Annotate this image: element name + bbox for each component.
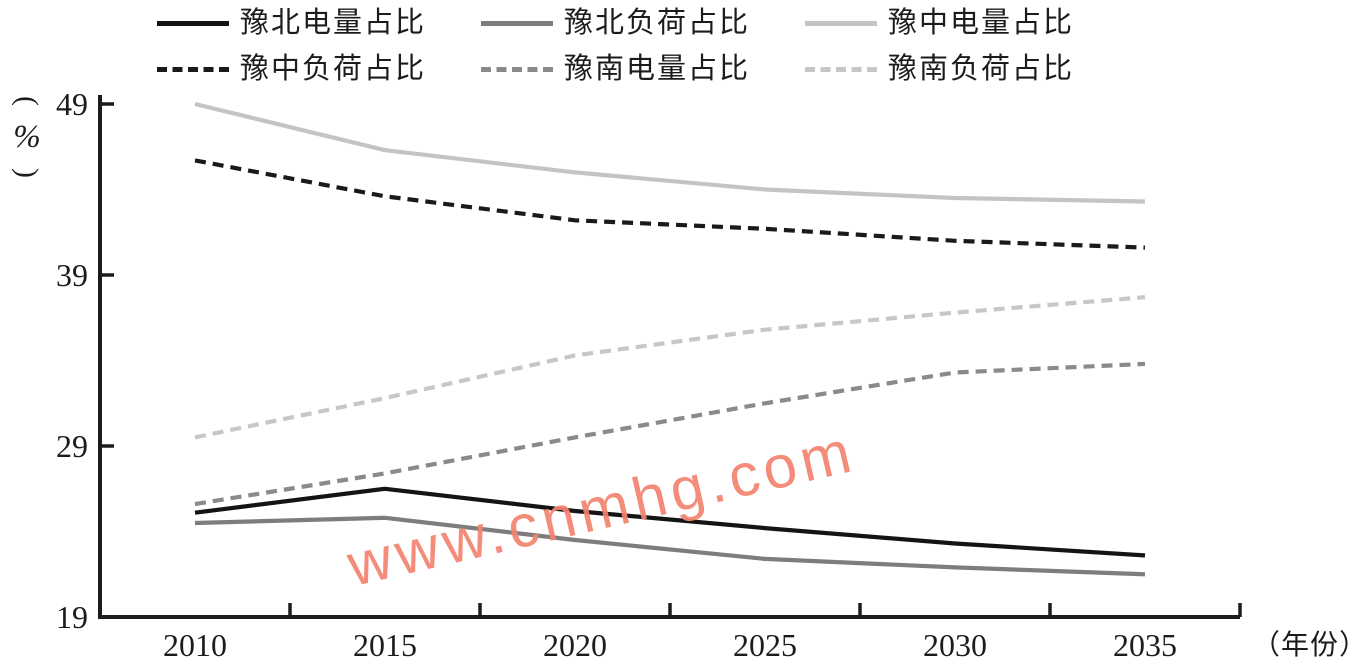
- legend-line-sample: [481, 66, 553, 72]
- legend-label: 豫北负荷占比: [564, 7, 751, 39]
- legend-label: 豫南电量占比: [564, 53, 751, 85]
- legend-item: 豫北电量占比: [157, 6, 439, 40]
- x-tick-label: 2020: [543, 627, 607, 663]
- chart-legend: 豫北电量占比 豫北负荷占比 豫中电量占比 豫中负荷占比 豫南电量占比 豫南负荷占…: [157, 6, 1087, 86]
- x-tick-label: 2015: [353, 627, 417, 663]
- legend-label: 豫北电量占比: [240, 7, 427, 39]
- legend-line-sample: [805, 20, 877, 26]
- legend-item: 豫北负荷占比: [481, 6, 763, 40]
- series-line-3: [194, 158, 1146, 250]
- y-tick-label: 19: [56, 599, 88, 635]
- x-tick-label: 2030: [923, 627, 987, 663]
- legend-item: 豫中负荷占比: [157, 52, 439, 86]
- series-line-1: [194, 515, 1146, 577]
- percent-symbol: %: [13, 119, 41, 155]
- legend-line-sample: [157, 66, 229, 72]
- x-tick-label: 2010: [163, 627, 227, 663]
- legend-label: 豫中负荷占比: [240, 53, 427, 85]
- x-axis-unit: （年份）: [1252, 630, 1358, 661]
- legend-line-sample: [481, 20, 553, 26]
- legend-label: 豫中电量占比: [888, 7, 1075, 39]
- x-tick-label: 2025: [733, 627, 797, 663]
- series-line-0: [194, 486, 1146, 558]
- y-tick-label: 29: [56, 428, 88, 464]
- y-tick-label: 49: [56, 86, 88, 122]
- legend-item: 豫南负荷占比: [805, 52, 1087, 86]
- legend-line-sample: [805, 66, 877, 72]
- legend-line-sample: [157, 20, 229, 26]
- y-tick-label: 39: [56, 257, 88, 293]
- y-axis-unit: (%): [4, 88, 50, 186]
- legend-label: 豫南负荷占比: [888, 53, 1075, 85]
- legend-item: 豫南电量占比: [481, 52, 763, 86]
- series-line-2: [194, 101, 1146, 204]
- x-tick-label: 2035: [1113, 627, 1177, 663]
- paren-close: ): [11, 168, 44, 178]
- series-line-5: [194, 295, 1146, 440]
- legend-item: 豫中电量占比: [805, 6, 1087, 40]
